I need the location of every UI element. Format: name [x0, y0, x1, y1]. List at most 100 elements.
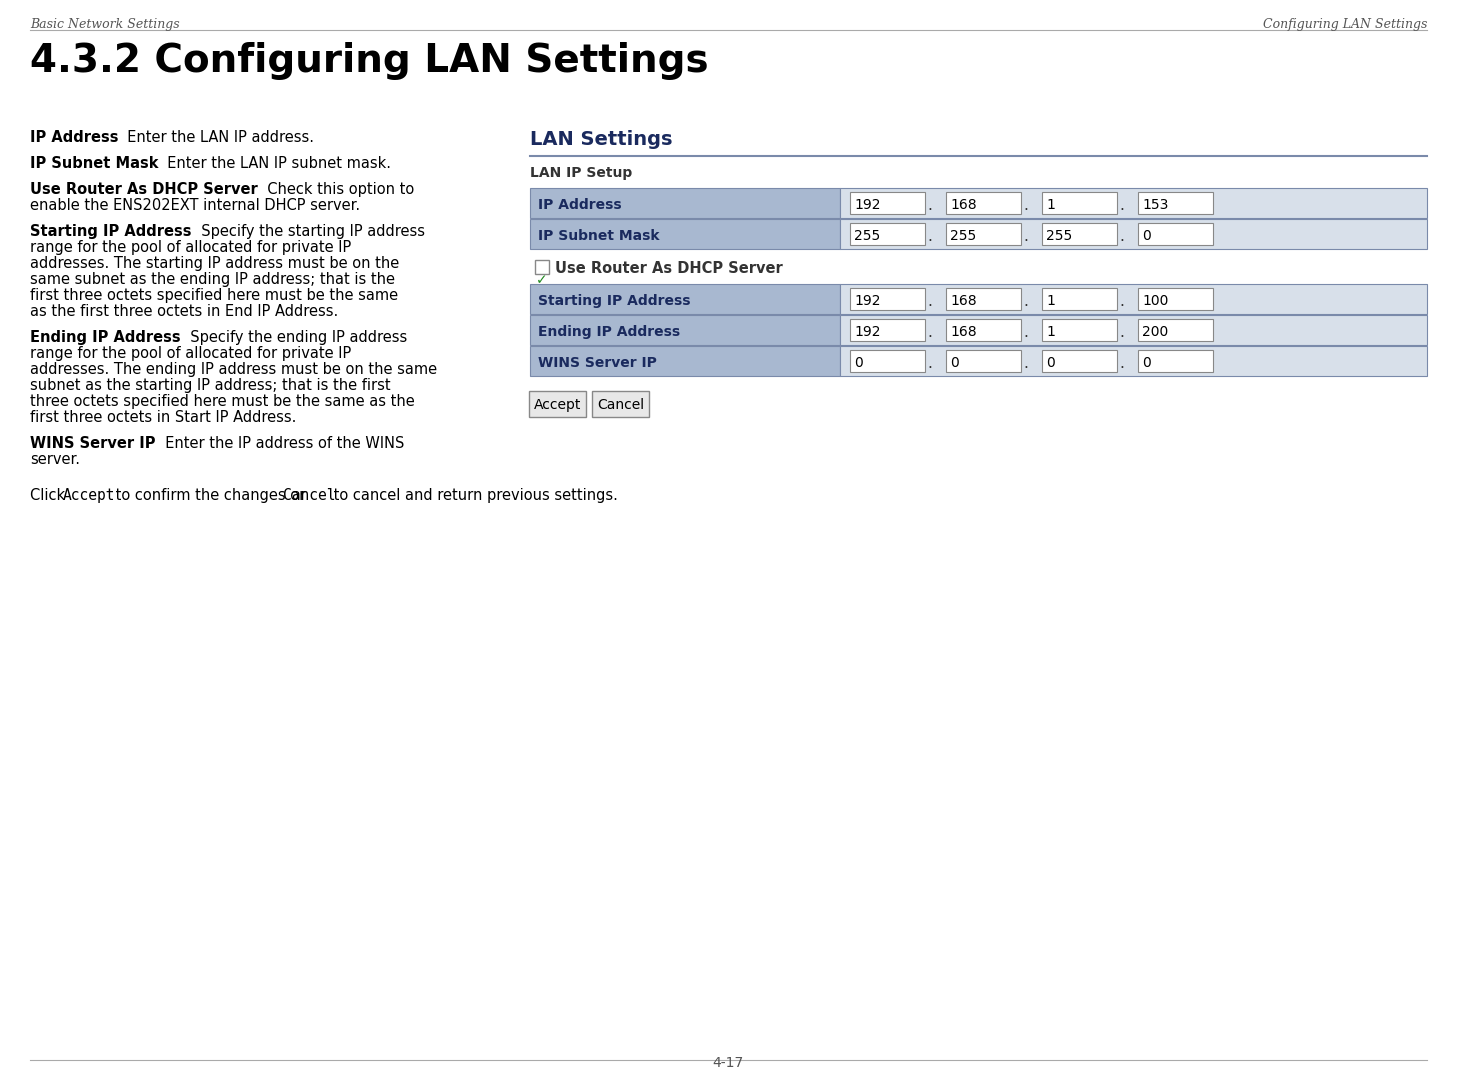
Text: IP Address: IP Address [31, 130, 118, 145]
Text: 192: 192 [854, 294, 880, 308]
Bar [530, 315, 841, 346]
Text: to cancel and return previous settings.: to cancel and return previous settings. [329, 488, 618, 502]
Text: Enter the LAN IP address.: Enter the LAN IP address. [118, 130, 315, 145]
Bar [841, 284, 1426, 314]
FancyBboxPatch shape [946, 288, 1021, 310]
FancyBboxPatch shape [1138, 350, 1214, 372]
Text: 168: 168 [950, 198, 976, 211]
FancyBboxPatch shape [1138, 319, 1214, 341]
Text: 192: 192 [854, 198, 880, 211]
Text: .: . [927, 229, 932, 243]
Text: subnet as the starting IP address; that is the first: subnet as the starting IP address; that … [31, 378, 390, 393]
Text: LAN IP Setup: LAN IP Setup [530, 166, 632, 180]
Text: 0: 0 [950, 356, 959, 370]
FancyBboxPatch shape [1138, 192, 1214, 214]
FancyBboxPatch shape [529, 391, 586, 417]
Text: IP Subnet Mask: IP Subnet Mask [538, 229, 660, 243]
Text: 0: 0 [1142, 229, 1151, 243]
Text: first three octets specified here must be the same: first three octets specified here must b… [31, 288, 398, 303]
FancyBboxPatch shape [849, 350, 925, 372]
Bar [530, 187, 841, 218]
Bar [535, 261, 549, 274]
FancyBboxPatch shape [946, 192, 1021, 214]
FancyBboxPatch shape [946, 350, 1021, 372]
FancyBboxPatch shape [1042, 350, 1118, 372]
FancyBboxPatch shape [1042, 192, 1118, 214]
Text: .: . [927, 197, 932, 213]
Text: .: . [1119, 355, 1123, 371]
Text: IP Address: IP Address [538, 198, 622, 211]
Text: .: . [1023, 197, 1027, 213]
Text: .: . [1119, 197, 1123, 213]
Text: Starting IP Address: Starting IP Address [31, 225, 191, 239]
Text: 0: 0 [854, 356, 863, 370]
Text: .: . [1119, 229, 1123, 243]
FancyBboxPatch shape [849, 288, 925, 310]
Text: enable the ENS202EXT internal DHCP server.: enable the ENS202EXT internal DHCP serve… [31, 198, 360, 213]
Text: 0: 0 [1142, 356, 1151, 370]
Text: .: . [1119, 325, 1123, 339]
Text: as the first three octets in End IP Address.: as the first three octets in End IP Addr… [31, 304, 338, 319]
Text: .: . [1023, 229, 1027, 243]
Text: .: . [927, 355, 932, 371]
Text: 4-17: 4-17 [712, 1056, 743, 1070]
Text: 192: 192 [854, 325, 880, 339]
Text: Starting IP Address: Starting IP Address [538, 294, 691, 308]
Text: Basic Network Settings: Basic Network Settings [31, 19, 179, 31]
Text: Accept: Accept [63, 488, 115, 502]
Text: .: . [927, 293, 932, 308]
Text: 1: 1 [1046, 325, 1055, 339]
Text: .: . [1119, 293, 1123, 308]
Text: WINS Server IP: WINS Server IP [538, 356, 657, 370]
FancyBboxPatch shape [1138, 288, 1214, 310]
Text: range for the pool of allocated for private IP: range for the pool of allocated for priv… [31, 346, 351, 361]
FancyBboxPatch shape [1138, 223, 1214, 245]
Text: Use Router As DHCP Server: Use Router As DHCP Server [31, 182, 258, 197]
Text: first three octets in Start IP Address.: first three octets in Start IP Address. [31, 410, 296, 425]
Text: Cancel: Cancel [283, 488, 335, 502]
FancyBboxPatch shape [849, 223, 925, 245]
Text: 168: 168 [950, 294, 976, 308]
Bar [841, 346, 1426, 376]
Text: 200: 200 [1142, 325, 1169, 339]
Bar [530, 346, 841, 376]
Text: 0: 0 [1046, 356, 1055, 370]
FancyBboxPatch shape [1042, 223, 1118, 245]
FancyBboxPatch shape [849, 319, 925, 341]
Text: 4.3.2 Configuring LAN Settings: 4.3.2 Configuring LAN Settings [31, 43, 708, 80]
FancyBboxPatch shape [946, 319, 1021, 341]
Text: .: . [927, 325, 932, 339]
Text: to confirm the changes or: to confirm the changes or [111, 488, 310, 502]
Text: Configuring LAN Settings: Configuring LAN Settings [1263, 19, 1426, 31]
Text: Enter the LAN IP subnet mask.: Enter the LAN IP subnet mask. [159, 156, 392, 171]
Text: 100: 100 [1142, 294, 1169, 308]
Text: 255: 255 [950, 229, 976, 243]
Text: .: . [1023, 355, 1027, 371]
Text: .: . [1023, 293, 1027, 308]
Bar [530, 284, 841, 314]
Text: Check this option to: Check this option to [258, 182, 414, 197]
Text: Accept: Accept [533, 398, 581, 412]
Text: Enter the IP address of the WINS: Enter the IP address of the WINS [156, 436, 404, 451]
FancyBboxPatch shape [592, 391, 648, 417]
FancyBboxPatch shape [1042, 319, 1118, 341]
Text: three octets specified here must be the same as the: three octets specified here must be the … [31, 393, 415, 409]
Text: LAN Settings: LAN Settings [530, 130, 673, 149]
Text: server.: server. [31, 452, 80, 467]
Text: 1: 1 [1046, 198, 1055, 211]
FancyBboxPatch shape [849, 192, 925, 214]
Text: 255: 255 [1046, 229, 1072, 243]
Text: 255: 255 [854, 229, 880, 243]
Text: Ending IP Address: Ending IP Address [31, 330, 181, 346]
Text: addresses. The ending IP address must be on the same: addresses. The ending IP address must be… [31, 362, 437, 377]
Text: Specify the starting IP address: Specify the starting IP address [191, 225, 424, 239]
Bar [841, 315, 1426, 346]
Text: Cancel: Cancel [597, 398, 644, 412]
Text: ✓: ✓ [536, 272, 548, 287]
Bar [841, 187, 1426, 218]
Text: Ending IP Address: Ending IP Address [538, 325, 680, 339]
FancyBboxPatch shape [946, 223, 1021, 245]
Text: .: . [1023, 325, 1027, 339]
FancyBboxPatch shape [1042, 288, 1118, 310]
Bar [530, 219, 841, 249]
